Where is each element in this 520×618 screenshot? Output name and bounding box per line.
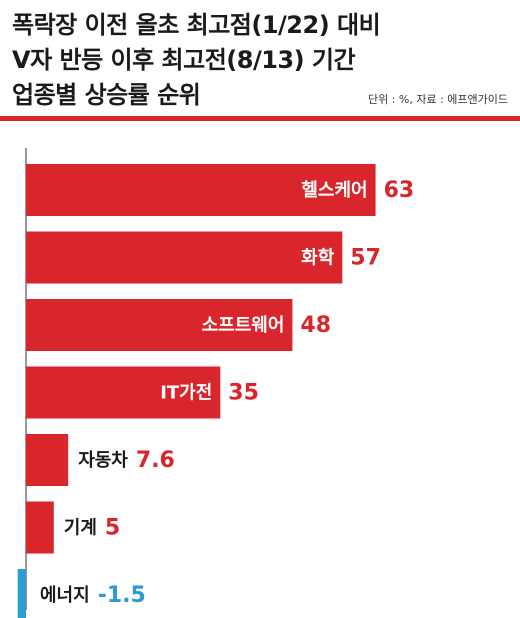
bar-5 [26,434,69,486]
labels-group: 헬스케어 63 화학 57 소프트웨어 48 IT가전 35 자동차 7.6 기계 5 에너지 -1.5 [40,178,414,608]
title-line-2: V자 반등 이후 최고전(8/13) 기간 [12,46,356,74]
bars-group [17,164,376,618]
bar-4 [26,366,221,419]
category-label-5: 자동차 [78,450,128,471]
category-label-4: IT가전 [160,383,212,404]
bar-3 [26,299,293,351]
header-divider [0,116,520,121]
value-label-4: 35 [228,381,259,406]
category-label-3: 소프트웨어 [202,315,285,336]
value-label-5: 7.6 [136,448,175,473]
category-label-6: 기계 [64,518,97,539]
value-label-7: -1.5 [98,583,146,608]
value-label-6: 5 [105,516,120,541]
value-label-1: 63 [384,178,415,203]
title-line-1: 폭락장 이전 올초 최고점(1/22) 대비 [12,11,381,39]
bar-1 [26,164,376,216]
category-label-1: 헬스케어 [301,180,367,201]
value-label-2: 57 [350,246,381,271]
value-label-3: 48 [300,313,331,338]
title-line-3: 업종별 상승률 순위 [12,81,201,109]
category-label-7: 에너지 [40,585,90,606]
bar-2 [26,231,343,284]
category-label-2: 화학 [301,247,335,269]
bar-7 [17,569,26,618]
bar-6 [26,501,54,554]
unit-source-note: 단위 : %, 자료 : 에프앤가이드 [367,93,508,106]
chart-title: 폭락장 이전 올초 최고점(1/22) 대비 V자 반등 이후 최고전(8/13… [12,8,512,113]
